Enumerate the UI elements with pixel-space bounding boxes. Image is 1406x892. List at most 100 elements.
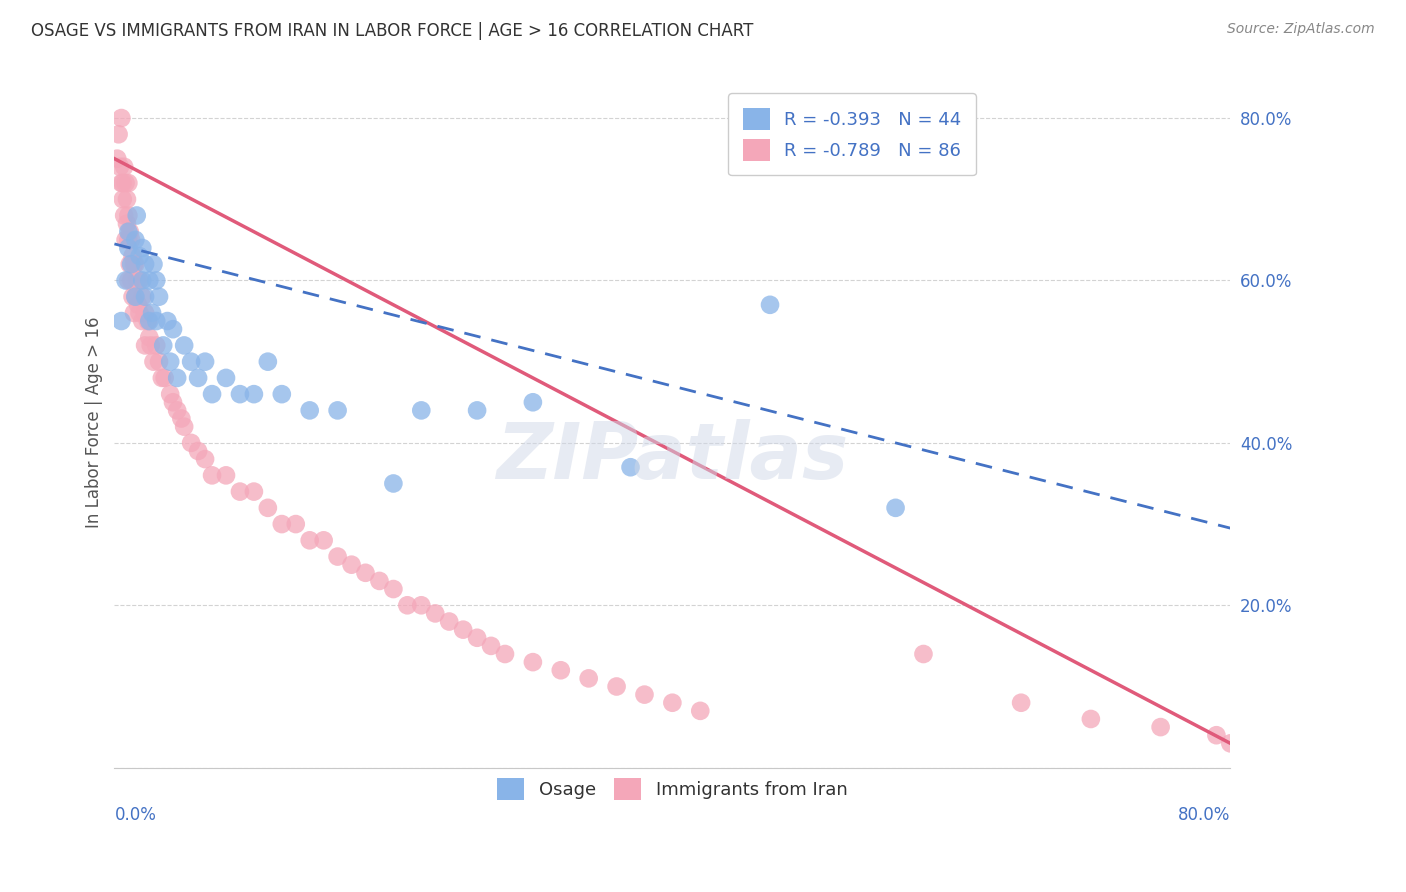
Point (136, 314, 159, 328)
Point (145, 338, 167, 352)
Point (138, 314, 160, 328)
Legend: Osage, Immigrants from Iran: Osage, Immigrants from Iran (491, 771, 855, 807)
Text: OSAGE VS IMMIGRANTS FROM IRAN IN LABOR FORCE | AGE > 16 CORRELATION CHART: OSAGE VS IMMIGRANTS FROM IRAN IN LABOR F… (31, 22, 754, 40)
Point (661, 696, 683, 710)
Point (142, 354, 165, 368)
Point (114, 176, 136, 190)
Text: ZIPatlas: ZIPatlas (496, 419, 848, 495)
Point (145, 273, 167, 287)
Point (201, 387, 224, 401)
Point (105, 152, 128, 166)
Point (180, 354, 202, 368)
Point (1219, 736, 1241, 750)
Point (117, 176, 139, 190)
Point (759, 298, 782, 312)
Point (131, 241, 153, 255)
Point (382, 476, 405, 491)
Point (437, 615, 460, 629)
Point (257, 500, 280, 515)
Point (148, 354, 170, 368)
Point (134, 306, 156, 320)
Point (148, 290, 170, 304)
Point (153, 371, 176, 385)
Point (1010, 696, 1032, 710)
Point (107, 128, 129, 142)
Point (118, 257, 141, 271)
Point (159, 387, 181, 401)
Point (229, 387, 252, 401)
Point (382, 582, 405, 596)
Point (111, 176, 134, 190)
Point (111, 192, 134, 206)
Point (134, 257, 156, 271)
Point (134, 338, 156, 352)
Point (145, 314, 167, 328)
Point (125, 209, 148, 223)
Point (243, 484, 266, 499)
Point (1149, 720, 1171, 734)
Point (112, 160, 135, 174)
Point (689, 704, 711, 718)
Point (312, 533, 335, 548)
Point (110, 314, 132, 328)
Point (120, 233, 142, 247)
Point (118, 225, 141, 239)
Point (884, 500, 907, 515)
Point (354, 566, 377, 580)
Point (465, 403, 488, 417)
Point (115, 217, 138, 231)
Point (451, 623, 474, 637)
Point (215, 371, 238, 385)
Point (162, 322, 184, 336)
Point (396, 599, 419, 613)
Point (114, 233, 136, 247)
Point (912, 647, 935, 661)
Point (117, 241, 139, 255)
Point (122, 257, 145, 271)
Point (187, 444, 209, 458)
Point (194, 452, 217, 467)
Point (578, 672, 600, 686)
Point (128, 306, 150, 320)
Point (141, 306, 163, 320)
Point (1080, 712, 1102, 726)
Point (128, 273, 150, 287)
Point (619, 460, 641, 475)
Point (340, 558, 363, 572)
Point (411, 599, 433, 613)
Point (125, 273, 148, 287)
Point (606, 680, 628, 694)
Point (243, 387, 266, 401)
Point (122, 306, 145, 320)
Point (112, 209, 135, 223)
Point (156, 314, 179, 328)
Point (465, 631, 488, 645)
Point (120, 273, 142, 287)
Point (138, 273, 160, 287)
Point (110, 176, 132, 190)
Point (114, 273, 136, 287)
Point (110, 111, 132, 125)
Point (121, 290, 143, 304)
Point (120, 257, 142, 271)
Point (142, 257, 165, 271)
Point (124, 257, 146, 271)
Point (270, 387, 292, 401)
Point (121, 249, 143, 263)
Point (298, 403, 321, 417)
Point (131, 273, 153, 287)
Point (162, 395, 184, 409)
Point (124, 290, 146, 304)
Text: Source: ZipAtlas.com: Source: ZipAtlas.com (1227, 22, 1375, 37)
Point (257, 354, 280, 368)
Point (117, 273, 139, 287)
Point (550, 663, 572, 677)
Point (187, 371, 209, 385)
Text: 80.0%: 80.0% (1178, 805, 1230, 823)
Point (479, 639, 502, 653)
Point (411, 403, 433, 417)
Point (128, 249, 150, 263)
Point (326, 549, 349, 564)
Point (134, 290, 156, 304)
Point (194, 354, 217, 368)
